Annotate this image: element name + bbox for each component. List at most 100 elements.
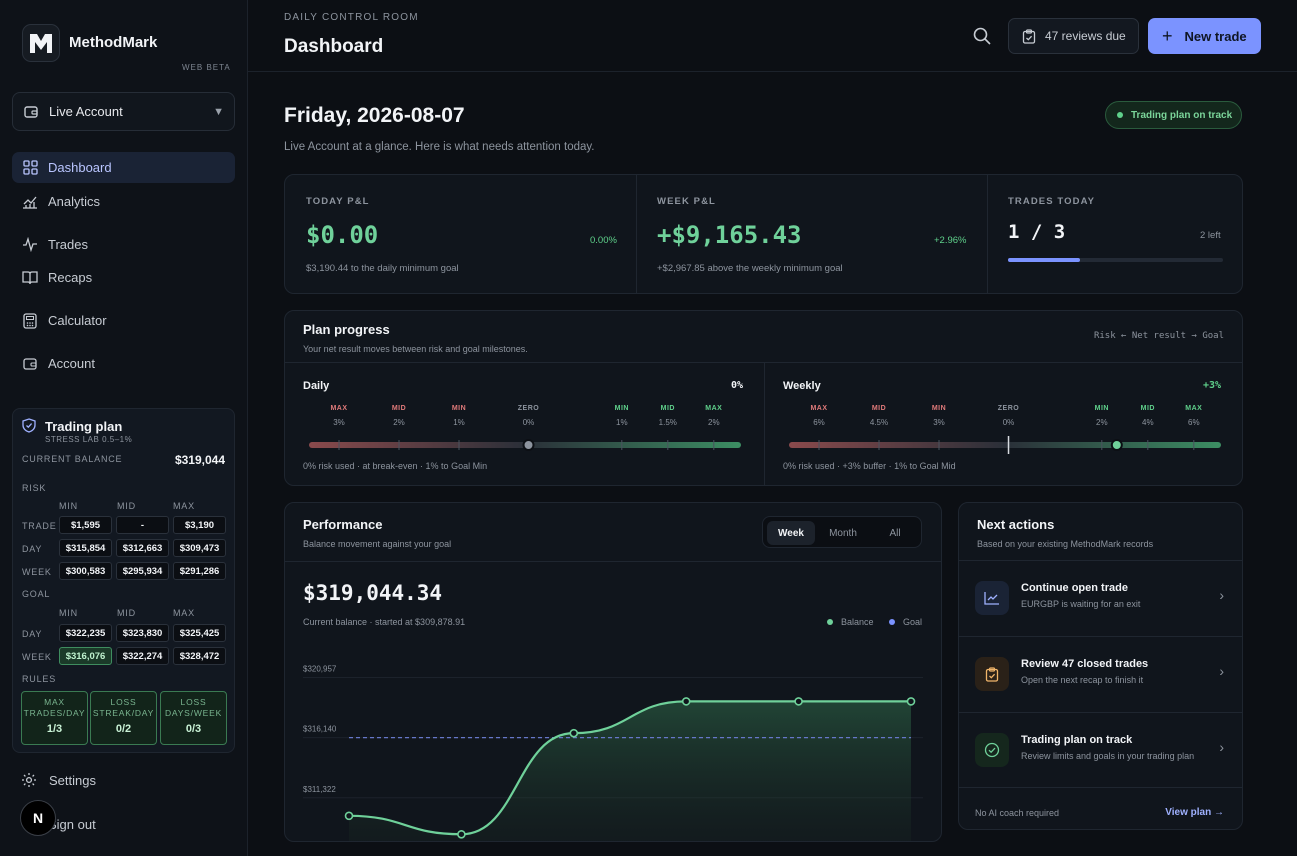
- nav-label: Trades: [48, 237, 88, 252]
- milestone-pct: 2%: [708, 418, 720, 427]
- view-plan-link[interactable]: View plan →: [1165, 807, 1224, 818]
- performance-balance-note: Current balance · started at $309,878.91: [303, 617, 466, 627]
- signout-link[interactable]: Sign out: [48, 817, 96, 832]
- account-selector[interactable]: Live Account ▼: [12, 92, 235, 131]
- today-pnl-note: $3,190.44 to the daily minimum goal: [306, 263, 459, 274]
- clipboard-icon: [975, 657, 1009, 691]
- milestone-label: MID: [1140, 405, 1155, 412]
- wallet-icon: [24, 105, 38, 118]
- milestone-pct: 0%: [1002, 418, 1015, 427]
- milestone-pct: 4%: [1142, 418, 1154, 427]
- nav-item-dashboard[interactable]: Dashboard: [12, 152, 235, 183]
- action-subtitle: Review limits and goals in your trading …: [1021, 751, 1195, 761]
- legend-balance: Balance: [827, 617, 874, 627]
- reviews-due-button[interactable]: 47 reviews due: [1008, 18, 1139, 54]
- book-icon: [21, 269, 39, 287]
- action-continue-trade[interactable]: Continue open trade EURGBP is waiting fo…: [959, 560, 1242, 636]
- settings-link[interactable]: Settings: [21, 772, 96, 788]
- performance-subtitle: Balance movement against your goal: [303, 539, 452, 549]
- app-name: MethodMark: [69, 34, 158, 51]
- milestone-pct: 1.5%: [658, 418, 677, 427]
- rule-label: DAYS/WEEK: [164, 708, 223, 718]
- milestone-label: ZERO: [517, 405, 540, 412]
- goal-cell: $322,235: [59, 624, 112, 642]
- balance-point: [457, 829, 466, 839]
- nav-label: Calculator: [48, 313, 107, 328]
- chart-icon: [975, 581, 1009, 615]
- today-pnl-label: TODAY P&L: [306, 196, 370, 207]
- nav-item-calculator[interactable]: Calculator: [12, 305, 235, 336]
- plan-progress-legend: Risk ← Net result → Goal: [1093, 331, 1224, 341]
- range-toggle: Week Month All: [762, 516, 922, 548]
- nav-item-recaps[interactable]: Recaps: [12, 262, 235, 293]
- action-title: Continue open trade: [1021, 582, 1128, 594]
- net-result-marker: [1110, 439, 1123, 451]
- action-plan-on-track[interactable]: Trading plan on track Review limits and …: [959, 712, 1242, 788]
- arrow-right-icon: →: [1214, 807, 1224, 818]
- action-title: Trading plan on track: [1021, 734, 1133, 746]
- balance-point: [906, 697, 916, 706]
- next-actions-footnote: No AI coach required: [975, 808, 1060, 818]
- divider: [285, 362, 1242, 363]
- milestone-pct: 0%: [522, 418, 535, 427]
- new-trade-label: New trade: [1184, 28, 1247, 44]
- divider: [764, 363, 765, 485]
- plan-status-label: Trading plan on track: [1131, 109, 1233, 121]
- legend-swatch: [889, 619, 895, 625]
- legend-goal: Goal: [889, 617, 922, 627]
- analytics-icon: [21, 193, 39, 211]
- daily-milestone-track: MAX 3% MID 2% MIN 1% ZERO 0% MIN 1% MID 1.5% MAX 2%: [305, 405, 745, 455]
- goal-cell: $323,830: [116, 624, 169, 642]
- plan-status-pill[interactable]: Trading plan on track: [1105, 101, 1242, 129]
- milestone-pct: 6%: [813, 418, 825, 427]
- risk-row-label: WEEK: [22, 567, 52, 577]
- action-subtitle: Open the next recap to finish it: [1021, 675, 1144, 685]
- y-tick-label: $320,957: [303, 665, 337, 674]
- nav-item-trades[interactable]: Trades: [12, 229, 235, 260]
- milestone-pct: 1%: [453, 418, 465, 427]
- sidebar: MethodMark WEB BETA Live Account ▼ Dashb…: [0, 0, 248, 856]
- search-button[interactable]: [972, 26, 992, 49]
- legend-label: Goal: [903, 617, 923, 627]
- weekly-progress-value: +3%: [1203, 380, 1222, 391]
- app-logo[interactable]: [22, 24, 60, 62]
- risk-cell: $1,595: [59, 516, 112, 534]
- chevron-right-icon: ›: [1219, 663, 1224, 679]
- trades-today-value: 1 / 3: [1008, 221, 1066, 243]
- tab-week[interactable]: Week: [767, 521, 815, 545]
- milestone-label: ZERO: [997, 405, 1020, 412]
- nav-item-account[interactable]: Account: [12, 348, 235, 379]
- y-tick-label: $311,322: [303, 785, 336, 794]
- goal-cell: $325,425: [173, 624, 226, 642]
- week-pnl-label: WEEK P&L: [657, 196, 716, 207]
- nav-item-analytics[interactable]: Analytics: [12, 186, 235, 217]
- rule-loss-days: LOSS DAYS/WEEK 0/3: [160, 691, 227, 745]
- wallet-icon: [21, 355, 39, 373]
- clipboard-check-icon: [1022, 28, 1036, 44]
- balance-area: [349, 701, 911, 841]
- overview-subtitle: Live Account at a glance. Here is what n…: [284, 141, 595, 153]
- chevron-down-icon: ▼: [213, 105, 224, 118]
- rule-value: 1/3: [46, 723, 63, 735]
- page-title: Dashboard: [284, 36, 384, 57]
- milestone-label: MIN: [614, 405, 629, 412]
- header-eyebrow: DAILY CONTROL ROOM: [284, 12, 419, 23]
- reviews-due-label: 47 reviews due: [1045, 29, 1126, 43]
- risk-label: RISK: [22, 483, 47, 493]
- status-dot: [1117, 112, 1123, 118]
- balance-point: [794, 697, 803, 706]
- dev-tools-badge[interactable]: N: [20, 800, 56, 836]
- performance-card: Performance Balance movement against you…: [284, 502, 942, 842]
- trades-progress-fill: [1008, 258, 1080, 262]
- week-pnl-pct: +2.96%: [934, 235, 967, 246]
- nav-label: Dashboard: [48, 160, 112, 175]
- milestone-label: MAX: [330, 405, 348, 412]
- tab-month[interactable]: Month: [829, 527, 857, 539]
- rule-label: MAX: [44, 697, 65, 707]
- col-min: MIN: [59, 501, 78, 511]
- action-review-trades[interactable]: Review 47 closed trades Open the next re…: [959, 636, 1242, 712]
- trades-today-label: TRADES TODAY: [1008, 196, 1096, 207]
- new-trade-button[interactable]: + New trade: [1148, 18, 1261, 54]
- tab-all[interactable]: All: [889, 527, 901, 539]
- milestone-pct: 2%: [393, 418, 405, 427]
